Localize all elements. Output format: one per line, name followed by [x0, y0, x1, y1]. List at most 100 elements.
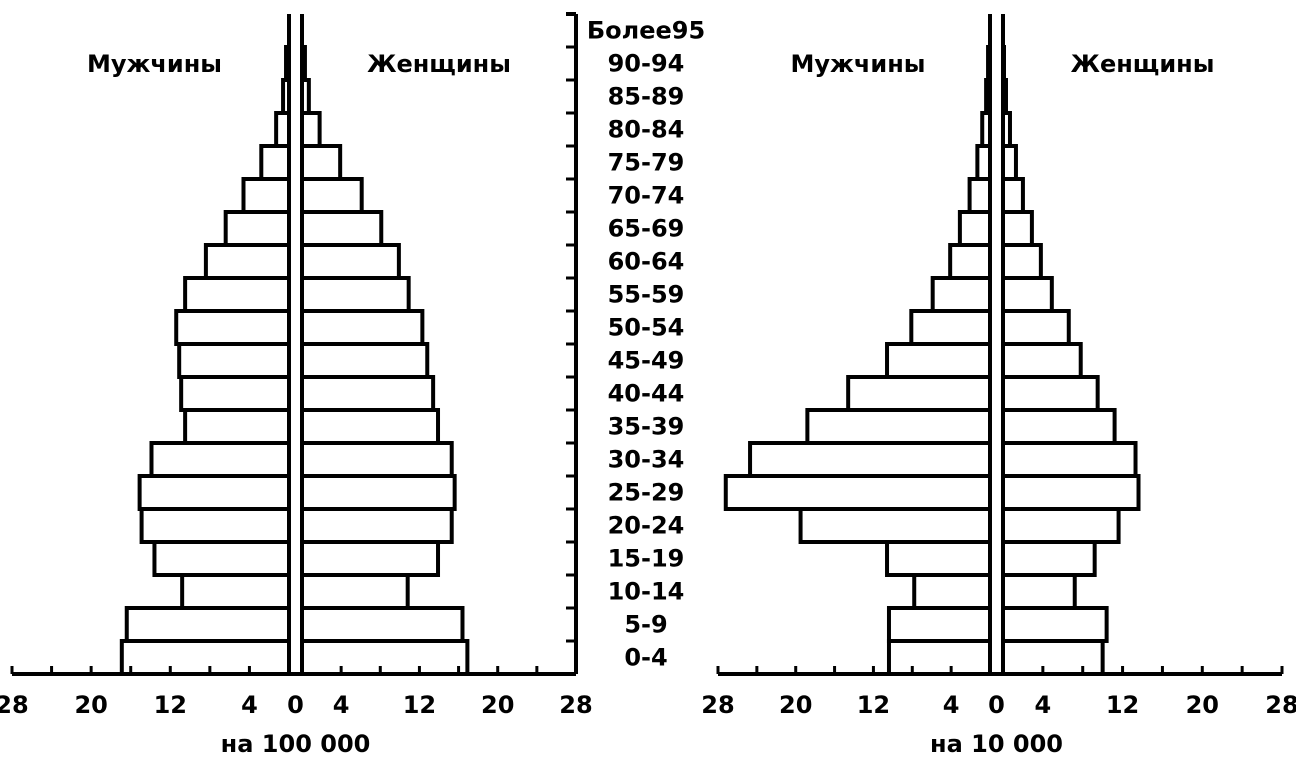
- bar-male-55-59: [930, 276, 993, 313]
- bar-female-0-4: [300, 639, 470, 676]
- bar-female-25-29: [300, 474, 457, 511]
- age-label-25-29: 25-29: [608, 479, 685, 507]
- x-tick-label: 12: [857, 691, 890, 719]
- pyramid-panel-1: 28 20 12 4 0 4 12 20 28 на 100 000 Мужчины Женщины: [0, 14, 593, 758]
- bar-male-55-59: [183, 276, 291, 313]
- bar-female-10-14: [300, 573, 410, 610]
- bar-male-30-34: [149, 441, 291, 478]
- bar-male-70-74: [241, 177, 291, 214]
- bar-male-45-49: [177, 342, 291, 379]
- bar-male-30-34: [748, 441, 992, 478]
- age-label-Более95: Более95: [587, 17, 705, 45]
- age-label-30-34: 30-34: [608, 446, 685, 474]
- bar-female-60-64: [1001, 243, 1043, 280]
- bar-male-0-4: [119, 639, 291, 676]
- x-tick-label: 12: [403, 691, 436, 719]
- bar-female-15-19: [300, 540, 441, 577]
- bar-male-15-19: [885, 540, 992, 577]
- unit-label: на 10 000: [930, 730, 1063, 758]
- x-tick-label: 4: [1035, 691, 1052, 719]
- x-tick-label: 20: [74, 691, 107, 719]
- bar-male-50-54: [909, 309, 992, 346]
- bar-female-50-54: [1001, 309, 1071, 346]
- bar-female-0-4: [1001, 639, 1105, 676]
- bar-female-20-24: [300, 507, 454, 544]
- bar-female-60-64: [300, 243, 401, 280]
- x-tick-label: 0: [287, 691, 304, 719]
- bar-male-5-9: [886, 606, 993, 643]
- x-tick-label: 12: [1106, 691, 1139, 719]
- bar-male-35-39: [805, 408, 992, 445]
- x-tick-label: 28: [559, 691, 592, 719]
- x-tick-label: 20: [1186, 691, 1219, 719]
- bar-male-25-29: [137, 474, 291, 511]
- series-label-female: Женщины: [1071, 50, 1215, 78]
- bar-female-75-79: [300, 144, 343, 181]
- x-tick-label: 4: [943, 691, 960, 719]
- bar-male-50-54: [174, 309, 292, 346]
- age-label-55-59: 55-59: [608, 281, 685, 309]
- bar-male-65-69: [223, 210, 291, 247]
- bar-female-80-84: [300, 111, 322, 148]
- series-label-female: Женщины: [367, 50, 511, 78]
- age-axis: 0-4 5-9 10-14 15-19 20-24 25-29 30-34 35-39 40-4…: [566, 12, 705, 676]
- bar-male-20-24: [798, 507, 992, 544]
- bar-male-45-49: [885, 342, 992, 379]
- x-tick-label: 28: [1265, 691, 1296, 719]
- age-label-15-19: 15-19: [608, 545, 685, 573]
- bar-male-10-14: [912, 573, 993, 610]
- bar-male-65-69: [957, 210, 993, 247]
- bar-female-45-49: [300, 342, 430, 379]
- age-label-35-39: 35-39: [608, 413, 685, 441]
- unit-label: на 100 000: [221, 730, 371, 758]
- age-label-10-14: 10-14: [608, 578, 685, 606]
- bar-male-5-9: [124, 606, 291, 643]
- x-tick-label: 28: [701, 691, 734, 719]
- bar-female-40-44: [300, 375, 436, 412]
- age-label-90-94: 90-94: [608, 50, 685, 78]
- age-label-80-84: 80-84: [608, 116, 685, 144]
- bar-female-15-19: [1001, 540, 1097, 577]
- bar-female-30-34: [300, 441, 454, 478]
- age-label-50-54: 50-54: [608, 314, 685, 342]
- x-tick-label: 20: [481, 691, 514, 719]
- bar-female-45-49: [1001, 342, 1083, 379]
- series-label-male: Мужчины: [87, 50, 222, 78]
- bar-female-55-59: [1001, 276, 1054, 313]
- x-tick-label: 12: [154, 691, 187, 719]
- bar-female-65-69: [300, 210, 384, 247]
- x-tick-label: 28: [0, 691, 29, 719]
- age-label-85-89: 85-89: [608, 83, 685, 111]
- bar-female-70-74: [1001, 177, 1025, 214]
- bar-male-40-44: [179, 375, 292, 412]
- bar-female-55-59: [300, 276, 411, 313]
- x-tick-label: 0: [988, 691, 1005, 719]
- bar-female-40-44: [1001, 375, 1100, 412]
- bar-female-25-29: [1001, 474, 1141, 511]
- age-label-40-44: 40-44: [608, 380, 685, 408]
- bar-female-35-39: [1001, 408, 1117, 445]
- bar-male-60-64: [203, 243, 291, 280]
- bar-female-10-14: [1001, 573, 1077, 610]
- bar-male-15-19: [152, 540, 291, 577]
- bar-female-20-24: [1001, 507, 1121, 544]
- bar-female-5-9: [1001, 606, 1109, 643]
- x-tick-label: 20: [779, 691, 812, 719]
- series-label-male: Мужчины: [791, 50, 926, 78]
- bar-female-70-74: [300, 177, 364, 214]
- x-tick-label: 4: [241, 691, 258, 719]
- bar-male-70-74: [967, 177, 992, 214]
- bar-female-65-69: [1001, 210, 1034, 247]
- age-label-45-49: 45-49: [608, 347, 685, 375]
- age-label-75-79: 75-79: [608, 149, 685, 177]
- age-label-60-64: 60-64: [608, 248, 685, 276]
- age-label-70-74: 70-74: [608, 182, 685, 210]
- age-label-20-24: 20-24: [608, 512, 685, 540]
- bar-male-35-39: [183, 408, 291, 445]
- bar-female-5-9: [300, 606, 465, 643]
- age-label-0-4: 0-4: [624, 644, 667, 672]
- bar-male-40-44: [846, 375, 993, 412]
- bar-female-35-39: [300, 408, 441, 445]
